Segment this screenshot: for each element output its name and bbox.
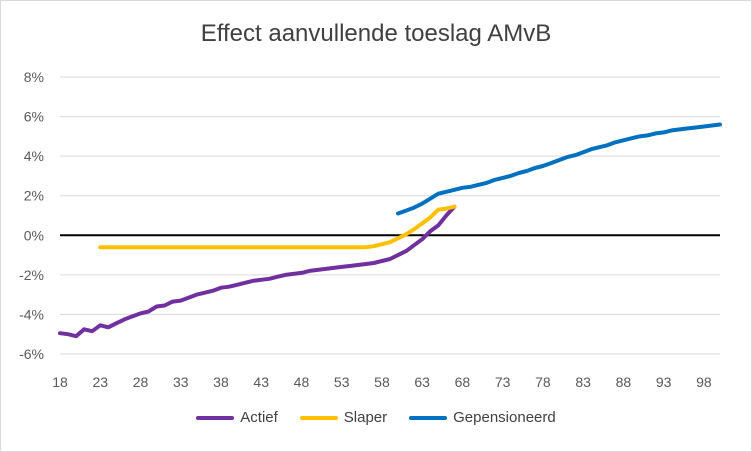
x-tick-label: 53 <box>334 374 350 390</box>
x-tick-label: 68 <box>455 374 471 390</box>
y-tick-label: 8% <box>24 69 44 85</box>
x-tick-labels: 18 23 28 33 38 43 48 53 58 63 68 73 78 83 88 93 98 <box>52 374 712 390</box>
x-tick-label: 58 <box>374 374 390 390</box>
x-tick-label: 78 <box>535 374 551 390</box>
legend-item-actief: Actief <box>196 409 278 426</box>
y-tick-label: -6% <box>19 346 44 362</box>
y-tick-label: 0% <box>24 227 44 243</box>
x-tick-label: 83 <box>575 374 591 390</box>
x-tick-label: 73 <box>495 374 511 390</box>
legend-item-slaper: Slaper <box>299 409 388 426</box>
legend-label: Gepensioneerd <box>453 409 556 426</box>
x-tick-label: 63 <box>414 374 430 390</box>
y-tick-label: -2% <box>19 267 44 283</box>
series-lines <box>58 122 722 339</box>
series-line-gepensioneerd <box>396 122 722 216</box>
legend-swatch <box>299 415 338 420</box>
legend: Actief Slaper Gepensioneerd <box>0 409 752 426</box>
legend-label: Actief <box>240 409 278 426</box>
x-tick-label: 48 <box>294 374 310 390</box>
x-tick-label: 98 <box>696 374 712 390</box>
y-tick-label: 2% <box>24 188 44 204</box>
x-tick-label: 33 <box>173 374 189 390</box>
legend-label: Slaper <box>343 409 388 426</box>
chart-title: Effect aanvullende toeslag AMvB <box>200 20 552 47</box>
legend-swatch <box>409 415 448 420</box>
y-tick-label: 4% <box>24 148 44 164</box>
y-tick-labels: -6% -4% -2% 0% 2% 4% 6% 8% <box>19 69 44 362</box>
legend-swatch <box>196 415 235 420</box>
x-tick-label: 18 <box>52 374 68 390</box>
x-tick-label: 23 <box>92 374 108 390</box>
series-line-actief <box>58 204 457 339</box>
x-tick-label: 93 <box>656 374 672 390</box>
x-tick-label: 43 <box>253 374 269 390</box>
x-tick-label: 28 <box>133 374 149 390</box>
y-tick-label: -4% <box>19 306 44 322</box>
series-line-slaper <box>98 204 457 250</box>
gridlines <box>60 76 720 355</box>
x-tick-label: 38 <box>213 374 229 390</box>
y-tick-label: 6% <box>24 109 44 125</box>
x-tick-label: 88 <box>616 374 632 390</box>
legend-item-gepensioneerd: Gepensioneerd <box>409 409 556 426</box>
